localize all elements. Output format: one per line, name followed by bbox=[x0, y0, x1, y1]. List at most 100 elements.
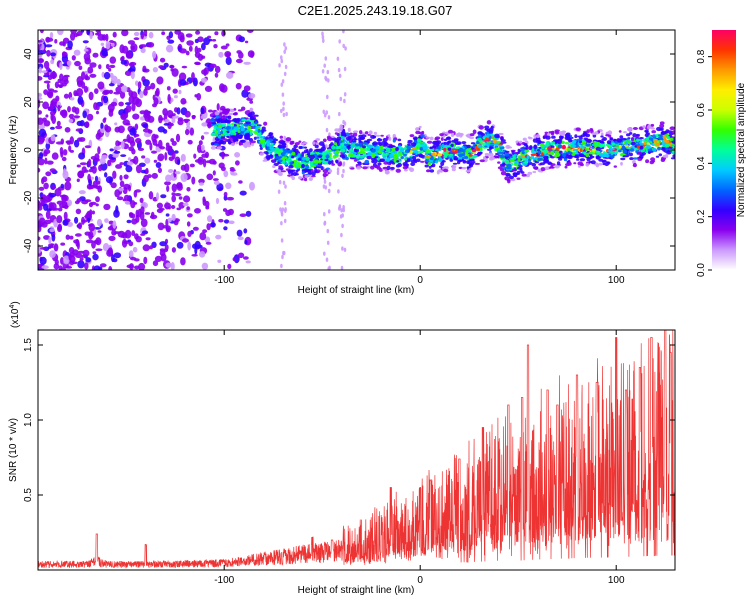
spectrogram-cell bbox=[309, 158, 313, 162]
spectrogram-cell bbox=[386, 147, 391, 153]
spectrogram-cell bbox=[318, 141, 325, 146]
spectrogram-cell bbox=[339, 140, 343, 144]
spectrogram-cell bbox=[45, 142, 51, 150]
spectrogram-cell bbox=[400, 148, 405, 153]
spectrogram-cell bbox=[164, 118, 170, 124]
spectrogram-cell bbox=[545, 141, 550, 144]
spectrogram-cell bbox=[616, 138, 622, 143]
spectrogram-cell bbox=[191, 176, 196, 185]
snr-multiplier-exponent: 4 bbox=[9, 305, 16, 309]
spectrogram-cell bbox=[210, 142, 215, 146]
spectrogram-cell bbox=[410, 142, 417, 147]
spectrogram-cell bbox=[508, 175, 514, 180]
spectrogram-cell bbox=[419, 146, 424, 151]
spectrogram-cell bbox=[249, 181, 255, 191]
spectrogram-cell bbox=[577, 165, 581, 168]
spectrogram-cell bbox=[537, 143, 540, 146]
spectrogram-cell bbox=[231, 172, 238, 176]
spectrogram-cell bbox=[135, 164, 142, 174]
spectrogram-cell bbox=[45, 210, 51, 220]
spectrogram-cell bbox=[276, 169, 281, 172]
spectrogram-cell bbox=[203, 37, 211, 46]
spectrogram-cell bbox=[344, 46, 347, 51]
spectrogram-cell bbox=[325, 144, 328, 149]
spectrogram-cell bbox=[322, 38, 325, 43]
spectrogram-cell bbox=[300, 161, 306, 166]
spectrogram-cell bbox=[186, 206, 190, 211]
spectrogram-cell bbox=[464, 149, 469, 154]
spectrogram-cell bbox=[328, 182, 332, 187]
spectrogram-cell bbox=[236, 117, 241, 122]
spectrogram-cell bbox=[280, 170, 286, 173]
spectrogram-cell bbox=[506, 167, 512, 170]
spectrogram-cell bbox=[180, 173, 188, 182]
spectrogram-cell bbox=[236, 229, 243, 237]
spectrogram-cell bbox=[545, 143, 550, 147]
spectrogram-cell bbox=[171, 117, 176, 124]
spectrogram-cell bbox=[650, 157, 656, 162]
spectrogram-cell bbox=[187, 230, 192, 237]
spectrogram-cell bbox=[214, 31, 219, 36]
spectrogram-cell bbox=[620, 157, 626, 161]
spectrogram-cell bbox=[570, 144, 577, 148]
spectrogram-cell bbox=[364, 147, 370, 152]
spectrogram-cell bbox=[170, 138, 175, 143]
spectrogram-cell bbox=[366, 144, 371, 148]
spectrogram-cell bbox=[101, 48, 108, 57]
spectrogram-cell bbox=[425, 158, 430, 163]
spectrogram-cell bbox=[70, 30, 78, 34]
spectrogram-cell bbox=[73, 90, 78, 97]
spectrogram-cell bbox=[150, 82, 156, 90]
spectrogram-cell bbox=[194, 94, 198, 98]
spectrogram-cell bbox=[294, 142, 300, 146]
spectrogram-cell bbox=[143, 88, 148, 96]
snr-x-tick-label: 100 bbox=[608, 575, 625, 586]
spectrogram-cell bbox=[545, 135, 551, 140]
spectrogram-cell bbox=[431, 152, 436, 156]
spectrogram-cell bbox=[49, 168, 56, 173]
spectrogram-cell bbox=[645, 159, 650, 164]
spectrogram-cell bbox=[75, 253, 83, 259]
spectrogram-cell bbox=[350, 144, 356, 148]
spectrogram-cell bbox=[171, 195, 176, 203]
spectrogram-cell bbox=[586, 138, 592, 143]
spectrogram-cell bbox=[339, 161, 342, 165]
spectrogram-cell bbox=[240, 127, 245, 132]
spectrogram-cell bbox=[181, 65, 188, 69]
spectrogram-cell bbox=[176, 159, 181, 166]
spectrogram-cell bbox=[351, 140, 357, 143]
spectrogram-cell bbox=[403, 146, 407, 150]
spectrogram-cell bbox=[383, 142, 389, 146]
spectrogram-cell bbox=[238, 180, 243, 184]
spectrogram-cell bbox=[130, 91, 138, 100]
spectrogram-cell bbox=[54, 39, 58, 44]
spectrogram-cell bbox=[659, 123, 665, 128]
spectrogram-cell bbox=[563, 157, 568, 162]
spectrogram-cell bbox=[239, 130, 244, 134]
spectrogram-cell bbox=[666, 135, 670, 140]
spectrogram-cell bbox=[338, 127, 343, 131]
spectrogram-cell bbox=[164, 244, 169, 251]
spectrogram-cell bbox=[249, 131, 253, 136]
spectrogram-cell bbox=[156, 192, 159, 201]
spectrogram-cell bbox=[68, 118, 74, 123]
spectrogram-cell bbox=[112, 170, 117, 179]
spectrogram-cell bbox=[585, 147, 589, 151]
spectrogram-cell bbox=[62, 42, 66, 47]
spectrogram-cell bbox=[576, 138, 581, 142]
spectrogram-cell bbox=[364, 159, 370, 165]
spectrogram-y-tick-label: -40 bbox=[23, 238, 34, 253]
spectrogram-cell bbox=[171, 140, 177, 146]
spectrogram-cell bbox=[130, 213, 136, 219]
spectrogram-cell bbox=[265, 154, 271, 160]
spectrogram-cell bbox=[109, 108, 114, 113]
spectrogram-cell bbox=[86, 183, 93, 190]
spectrogram-cell bbox=[637, 158, 643, 161]
spectrogram-cell bbox=[550, 156, 555, 159]
spectrogram-cell bbox=[223, 170, 229, 178]
spectrogram-cell bbox=[165, 213, 170, 217]
spectrogram-cell bbox=[119, 162, 124, 166]
spectrogram-cell bbox=[338, 111, 341, 117]
spectrogram-cell bbox=[348, 152, 354, 156]
snr-y-tick-label: 0.5 bbox=[23, 488, 34, 502]
